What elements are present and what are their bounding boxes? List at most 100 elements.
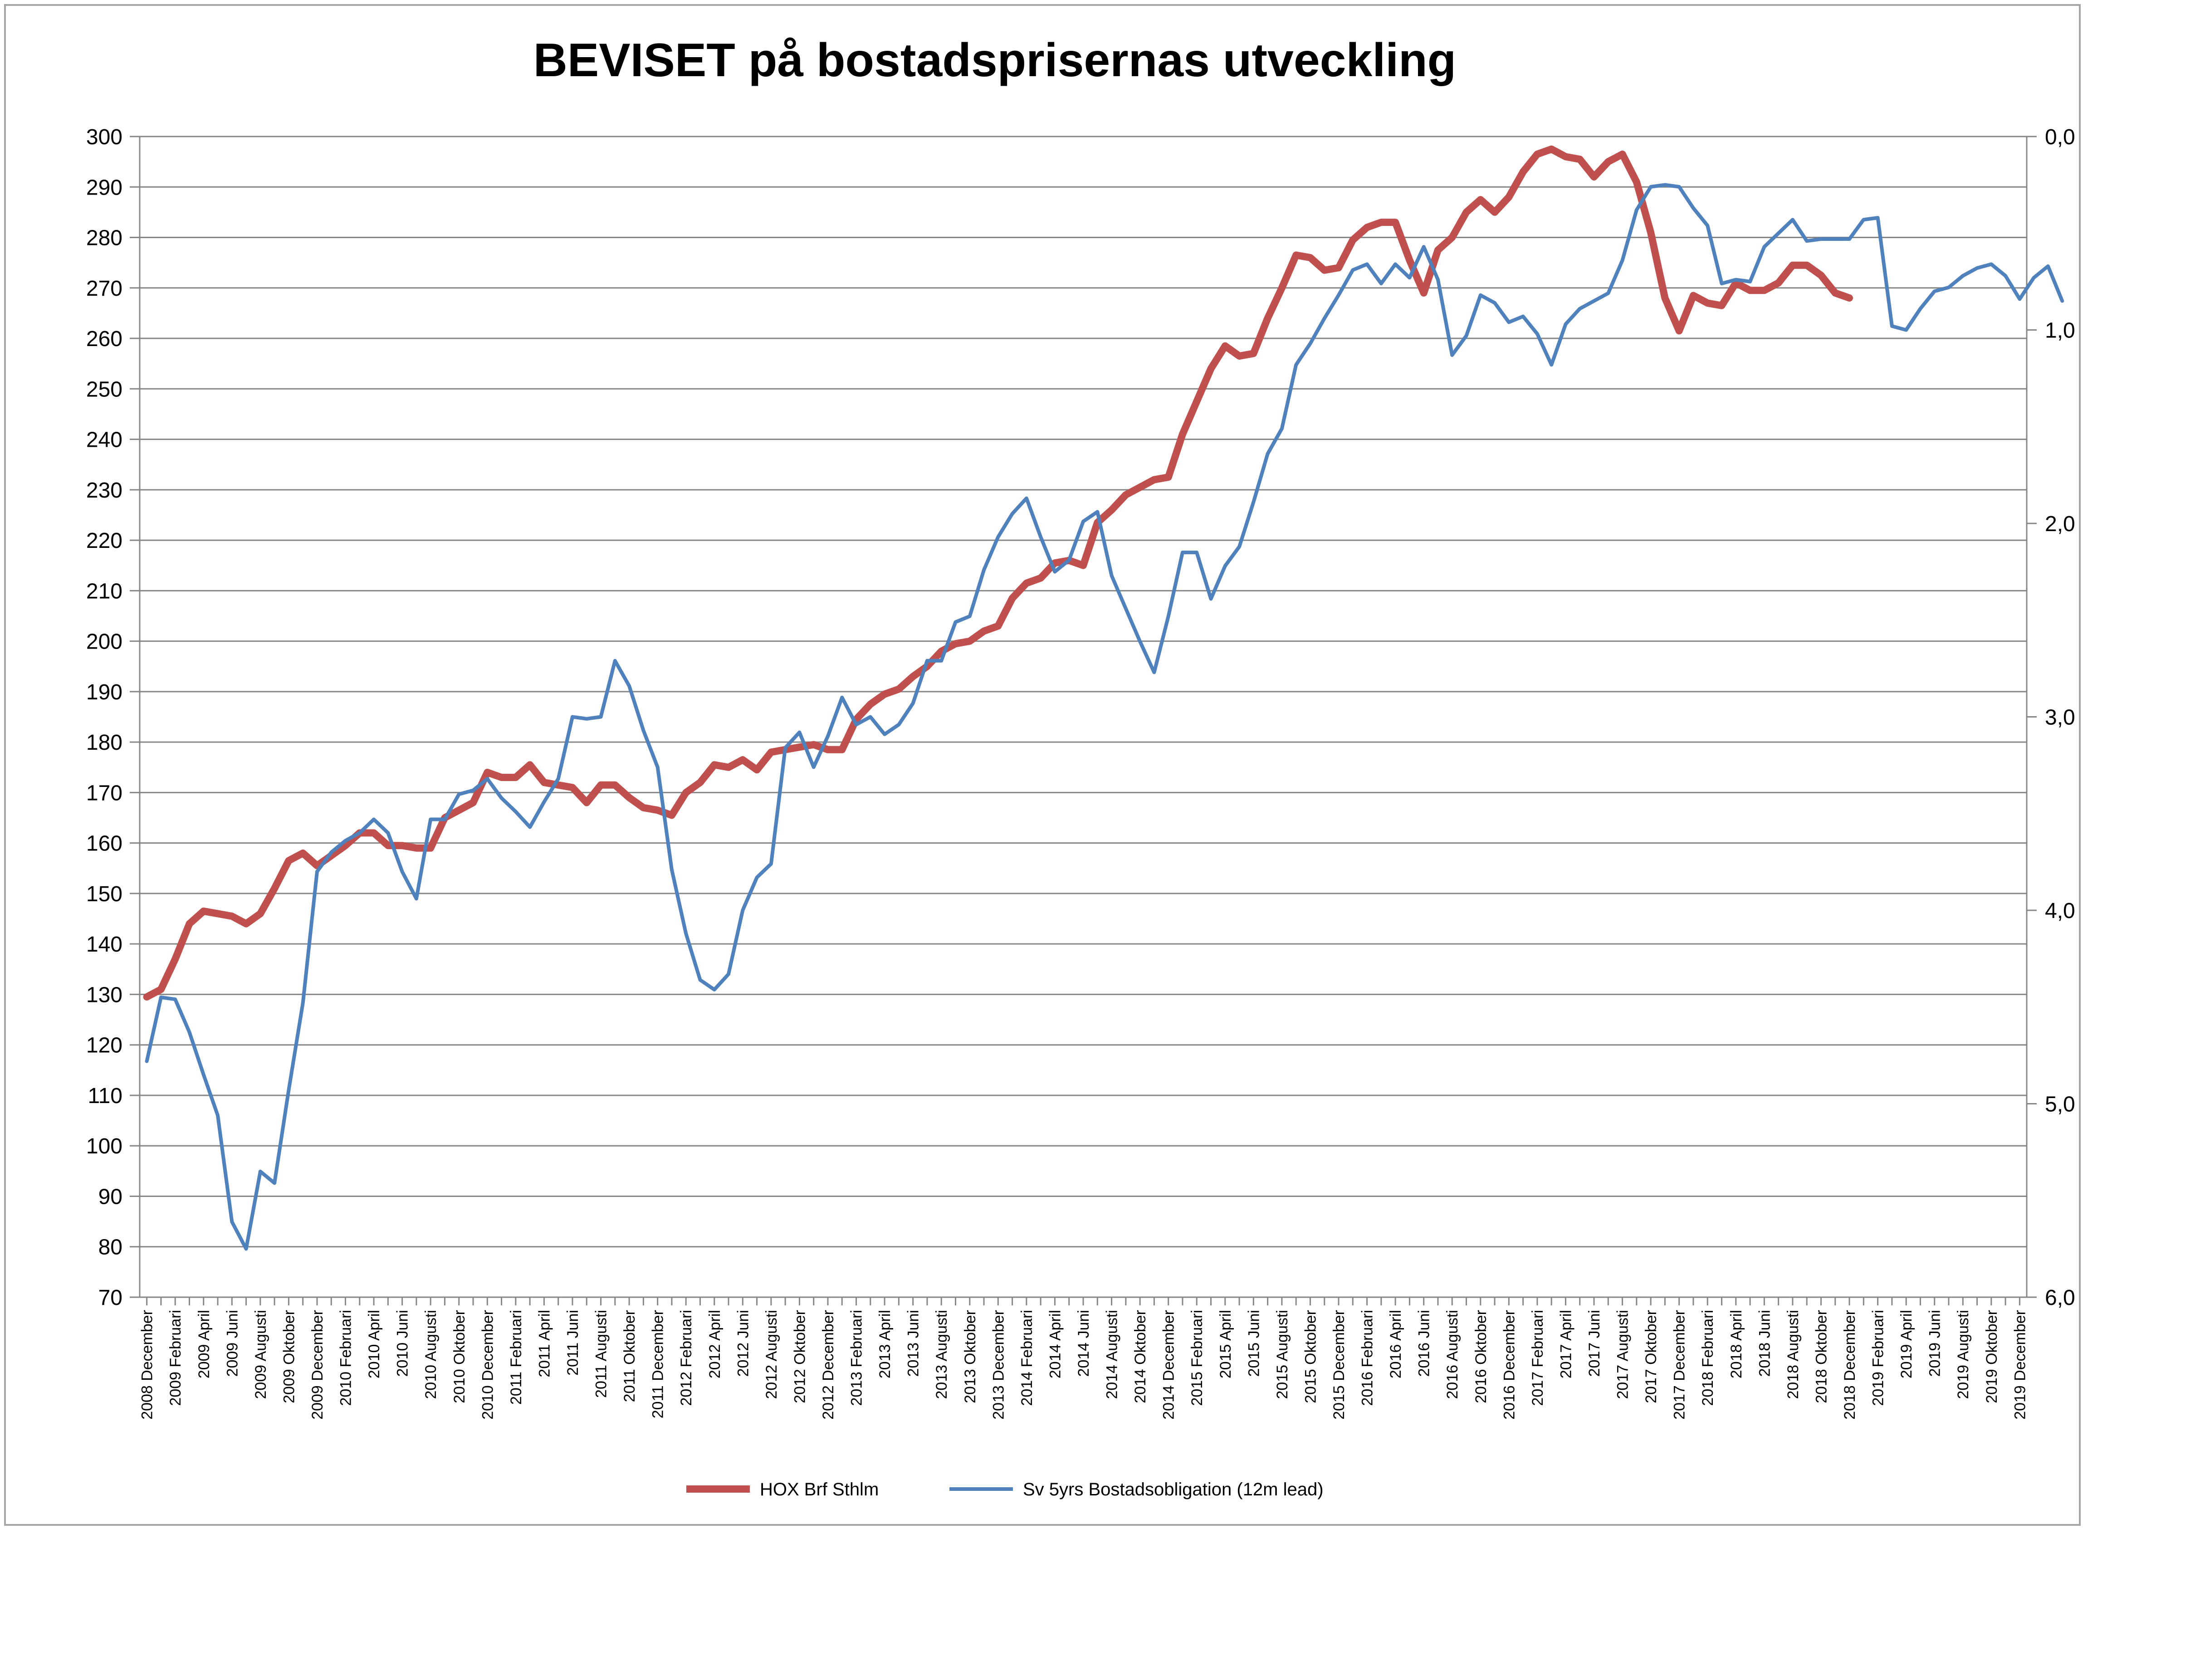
legend-label: HOX Brf Sthlm	[760, 1480, 879, 1499]
x-tick-label: 2014 Augusti	[1104, 1310, 1121, 1399]
x-tick-label: 2018 Augusti	[1785, 1310, 1802, 1399]
y-left-tick-label: 240	[86, 428, 122, 452]
series-layer	[143, 145, 2064, 1251]
x-tick-label: 2011 Augusti	[593, 1310, 610, 1398]
x-tick-label: 2018 Juni	[1756, 1310, 1773, 1377]
x-tick-label: 2018 Februari	[1699, 1310, 1716, 1406]
x-tick-label: 2017 December	[1671, 1310, 1688, 1420]
x-tick-label: 2013 December	[990, 1310, 1007, 1420]
y-left-tick-label: 180	[86, 731, 122, 755]
x-tick-label: 2013 Februari	[848, 1310, 865, 1406]
x-tick-label: 2009 Oktober	[280, 1310, 298, 1403]
x-tick-label: 2011 Februari	[508, 1310, 525, 1405]
x-tick-label: 2009 April	[196, 1310, 213, 1378]
y-left-tick-label: 160	[86, 832, 122, 856]
x-tick-label: 2016 Juni	[1416, 1310, 1433, 1377]
y-left-tick-label: 270	[86, 277, 122, 301]
x-tick-label: 2011 December	[650, 1310, 667, 1418]
y-left-tick-label: 130	[86, 983, 122, 1007]
x-tick-label: 2014 Juni	[1075, 1310, 1092, 1377]
legend-label: Sv 5yrs Bostadsobligation (12m lead)	[1023, 1480, 1324, 1499]
x-tick-label: 2010 December	[479, 1310, 496, 1420]
x-tick-label: 2010 April	[366, 1310, 383, 1378]
x-tick-label: 2018 Oktober	[1813, 1310, 1830, 1403]
x-tick-label: 2010 Augusti	[422, 1310, 440, 1399]
y-left-tick-label: 170	[86, 781, 122, 805]
y-left-tick-label: 100	[86, 1134, 122, 1158]
x-tick-label: 2014 April	[1046, 1310, 1064, 1378]
x-tick-label: 2011 Juni	[564, 1310, 582, 1376]
x-tick-label: 2013 Oktober	[962, 1310, 979, 1403]
y-left-tick-label: 250	[86, 377, 122, 401]
x-tick-label: 2013 April	[876, 1310, 894, 1378]
y-left-tick-label: 220	[86, 529, 122, 553]
y-left-tick-label: 230	[86, 479, 122, 503]
y-right-tick-label: 3,0	[2045, 706, 2075, 730]
x-tick-label: 2013 Augusti	[933, 1310, 950, 1399]
y-left-tick-label: 70	[98, 1286, 122, 1310]
y-right-tick-label: 5,0	[2045, 1093, 2075, 1117]
x-tick-label: 2014 Oktober	[1132, 1310, 1149, 1403]
x-tick-label: 2011 Oktober	[621, 1310, 638, 1402]
x-tick-label: 2019 Juni	[1926, 1310, 1944, 1377]
x-tick-label: 2012 April	[706, 1310, 724, 1378]
x-tick-label: 2016 Februari	[1359, 1310, 1376, 1406]
x-tick-label: 2010 Juni	[394, 1310, 411, 1377]
x-tick-label: 2010 Februari	[337, 1310, 355, 1406]
x-tick-label: 2015 Augusti	[1274, 1310, 1291, 1399]
y-right-tick-label: 1,0	[2045, 319, 2075, 343]
y-axis-left: 70 80 90 100 110 120 130 140 150 160 170 180 190 200 2…	[86, 125, 140, 1310]
y-right-tick-label: 4,0	[2045, 899, 2075, 923]
x-tick-label: 2017 Augusti	[1614, 1310, 1632, 1399]
x-tick-label: 2018 December	[1841, 1310, 1858, 1420]
series-line-bond	[145, 183, 2064, 1251]
x-tick-label: 2010 Oktober	[451, 1310, 468, 1403]
x-tick-label: 2019 Oktober	[1983, 1310, 2000, 1403]
x-tick-label: 2009 Februari	[167, 1310, 184, 1406]
x-tick-label: 2009 December	[309, 1310, 326, 1420]
y-left-tick-label: 110	[88, 1084, 122, 1108]
y-right-tick-label: 2,0	[2045, 512, 2075, 536]
x-tick-label: 2018 April	[1728, 1310, 1745, 1378]
x-tick-label: 2012 Juni	[734, 1310, 752, 1377]
x-tick-label: 2011 April	[536, 1310, 553, 1377]
grid-lines	[140, 136, 2027, 1248]
y-left-tick-label: 200	[86, 630, 122, 654]
y-left-tick-label: 120	[86, 1034, 122, 1058]
x-tick-label: 2012 Februari	[678, 1310, 695, 1406]
x-axis: 2008 December 2009 Februari 2009 April 2009…	[139, 1297, 2029, 1420]
x-tick-label: 2017 April	[1557, 1310, 1574, 1378]
y-left-tick-label: 190	[86, 680, 122, 704]
y-left-tick-label: 140	[86, 933, 122, 957]
x-tick-label: 2016 April	[1387, 1310, 1404, 1378]
x-tick-label: 2015 Februari	[1188, 1310, 1206, 1406]
x-tick-label: 2009 Augusti	[252, 1310, 269, 1399]
x-tick-label: 2013 Juni	[905, 1310, 922, 1377]
chart-title: BEVISET på bostadsprisernas utveckling	[533, 34, 1456, 87]
x-tick-label: 2017 Februari	[1529, 1310, 1546, 1406]
y-left-tick-label: 210	[86, 579, 122, 603]
y-left-tick-label: 290	[86, 176, 122, 200]
chart-frame: BEVISET på bostadsprisernas utveckling 7…	[4, 4, 2081, 1526]
y-left-tick-label: 280	[86, 226, 122, 250]
x-tick-label: 2019 December	[2011, 1310, 2029, 1420]
y-axis-right: 0,0 1,0 2,0 3,0 4,0 5,0 6,0	[2027, 125, 2075, 1310]
x-tick-label: 2019 Februari	[1870, 1310, 1887, 1406]
x-tick-label: 2012 Oktober	[791, 1310, 808, 1403]
x-tick-label: 2008 December	[139, 1310, 156, 1420]
x-tick-label: 2016 Augusti	[1444, 1310, 1461, 1399]
x-tick-label: 2015 Juni	[1245, 1310, 1262, 1377]
y-right-tick-label: 0,0	[2045, 125, 2075, 149]
x-tick-label: 2014 December	[1160, 1310, 1178, 1420]
axes	[139, 137, 2028, 1298]
x-tick-label: 2012 Augusti	[763, 1310, 780, 1399]
y-right-tick-label: 6,0	[2045, 1286, 2075, 1310]
y-left-tick-label: 90	[98, 1185, 122, 1209]
y-left-tick-label: 300	[86, 125, 122, 149]
x-tick-label: 2016 December	[1501, 1310, 1518, 1420]
line-chart: BEVISET på bostadsprisernas utveckling 7…	[86, 34, 2075, 1499]
x-tick-label: 2012 December	[820, 1310, 837, 1420]
y-left-tick-label: 260	[86, 327, 122, 351]
x-tick-label: 2017 Juni	[1586, 1310, 1603, 1377]
x-tick-label: 2016 Oktober	[1472, 1310, 1490, 1403]
